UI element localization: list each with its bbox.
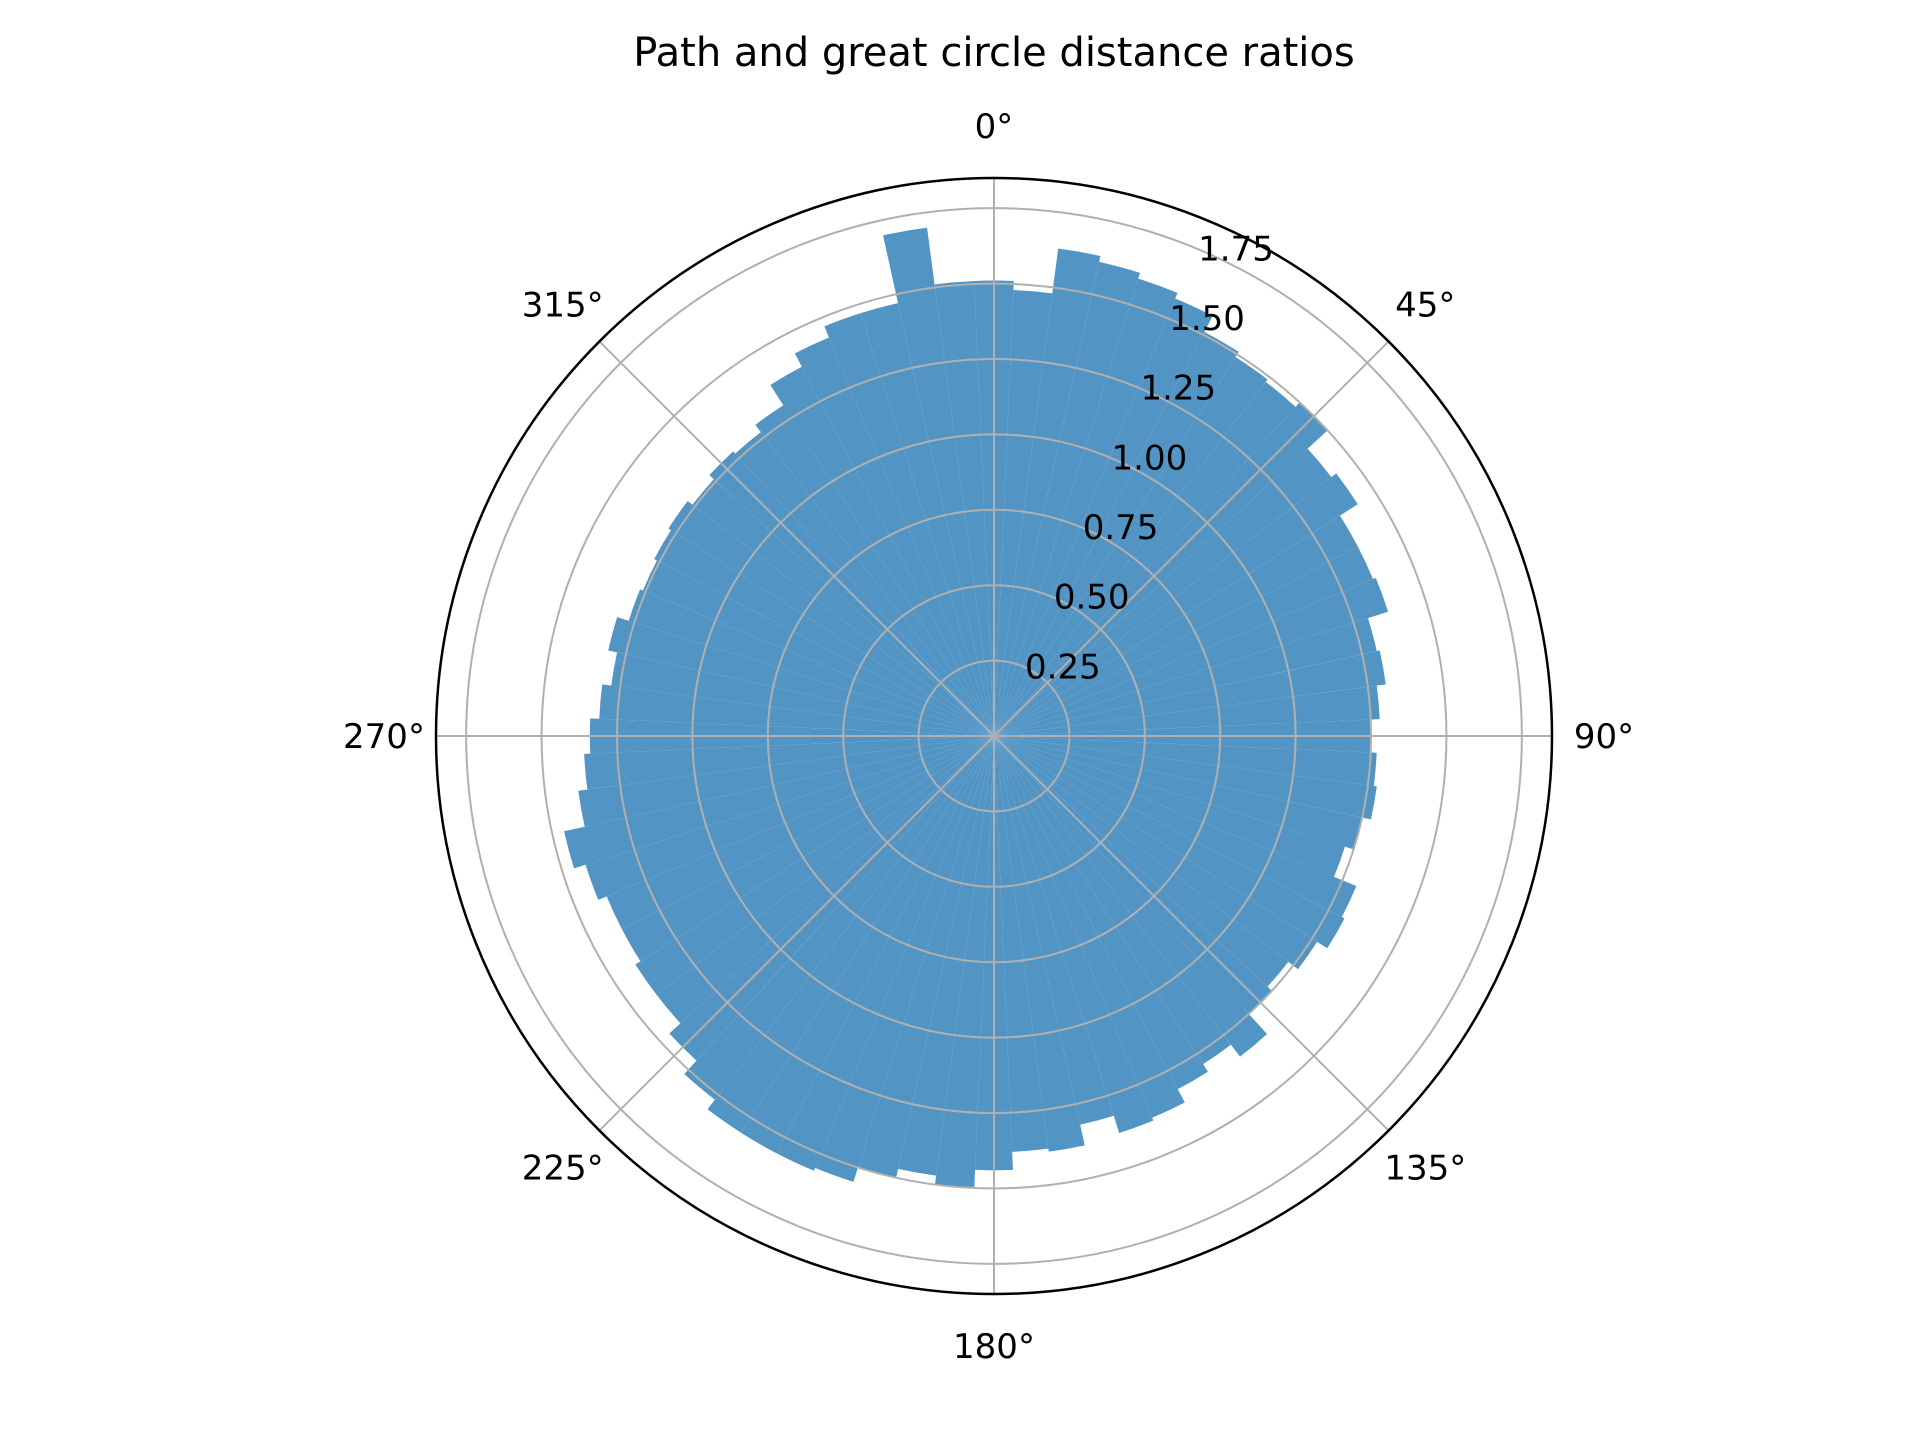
r-tick-label-2: 0.75 [1083,508,1159,548]
r-tick-label-0: 0.25 [1025,647,1101,687]
bar-47 [635,736,994,995]
bar-22 [994,736,1345,877]
theta-tick-label-5: 225° [522,1148,604,1188]
bar-31 [994,736,1185,1118]
bar-59 [642,560,994,736]
bar-41 [776,736,994,1171]
grid-layer [436,178,1552,1294]
bar-43 [707,736,994,1133]
bar-3 [994,261,1141,736]
bar-64 [735,432,994,736]
bar-8 [994,381,1296,736]
theta-tick-label-6: 270° [343,717,425,757]
theta-tick-label-3: 135° [1384,1148,1466,1188]
bar-58 [628,589,994,736]
polar-frame [434,176,1554,1296]
bar-44 [684,736,994,1100]
bar-7 [994,356,1268,736]
bar-33 [994,736,1114,1125]
bar-70 [883,227,994,736]
bar-13 [994,546,1373,736]
bar-21 [994,736,1363,850]
bar-48 [622,736,994,962]
bar-34 [994,736,1085,1152]
bar-23 [994,736,1357,918]
bar-49 [606,736,994,930]
bar-35 [994,736,1049,1152]
bar-71 [934,280,994,736]
bar-65 [755,405,994,736]
theta-tick-label-7: 315° [522,286,604,326]
bar-39 [857,736,994,1178]
bar-28 [994,736,1268,1057]
bar-20 [994,736,1377,820]
bar-5 [994,298,1213,736]
bar-32 [994,736,1154,1133]
bar-11 [994,473,1358,736]
bar-40 [815,736,994,1182]
bar-60 [654,530,994,736]
bar-37 [934,736,994,1188]
theta-tick-label-1: 45° [1395,286,1455,326]
radial-tick-labels: 0.25 0.50 0.75 1.00 1.25 1.50 1.75 [1025,229,1274,687]
bar-19 [994,736,1377,786]
bar-46 [656,736,994,1024]
bar-38 [898,736,994,1176]
theta-tick-label-2: 90° [1574,717,1634,757]
bar-17 [994,685,1380,736]
r-tick-label-4: 1.25 [1140,369,1216,409]
bar-51 [564,736,994,869]
bar-66 [770,366,994,736]
bar-24 [994,736,1345,949]
bar-12 [994,515,1358,736]
theta-tick-label-0: 0° [975,107,1014,147]
bar-57 [608,617,994,736]
bar-1 [994,290,1053,736]
bar-53 [584,736,994,790]
bar-29 [994,736,1231,1065]
r-tick-label-6: 1.75 [1198,229,1274,269]
theta-gridline-1 [993,340,1390,737]
theta-tick-labels: 0° 45° 90° 135° 180° 225° 270° 315° [343,107,1634,1367]
bar-68 [824,313,994,736]
theta-gridline-7 [598,340,995,737]
r-tick-label-5: 1.50 [1169,299,1245,339]
bar-67 [794,337,994,736]
r-tick-label-1: 0.50 [1054,578,1130,618]
bar-4 [994,278,1178,736]
theta-tick-label-4: 180° [953,1327,1035,1367]
bar-62 [692,479,994,736]
bars-layer [564,227,1389,1188]
bar-10 [994,448,1332,736]
bar-56 [611,652,994,736]
bar-55 [599,684,994,736]
bar-52 [578,736,994,827]
bar-6 [994,332,1239,736]
bar-25 [994,736,1318,970]
chart-title: Path and great circle distance ratios [633,30,1354,76]
bar-42 [741,736,994,1154]
r-tick-label-3: 1.00 [1112,438,1188,478]
bar-50 [585,736,994,900]
bar-15 [994,618,1377,736]
bar-2 [994,248,1101,736]
bar-26 [994,736,1289,987]
theta-gridline-5 [598,735,995,1132]
bar-30 [994,736,1208,1090]
bar-14 [994,577,1389,736]
theta-gridline-3 [993,735,1390,1132]
